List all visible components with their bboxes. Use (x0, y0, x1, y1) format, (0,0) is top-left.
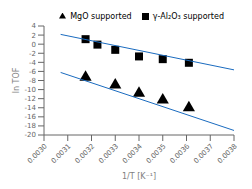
html-text:γ-Al₂O₃ supported: γ-Al₂O₃ supported (152, 12, 224, 21)
svg-text:-16: -16 (25, 113, 37, 121)
svg-text:0.0037: 0.0037 (192, 142, 215, 165)
svg-text:-20: -20 (25, 131, 36, 139)
svg-text:-12: -12 (25, 95, 36, 103)
svg-text:4: 4 (32, 22, 37, 30)
svg-text:0.0036: 0.0036 (168, 142, 191, 165)
svg-text:0.0030: 0.0030 (26, 142, 49, 165)
html-text:MgO supported: MgO supported (70, 12, 132, 21)
svg-text:-18: -18 (25, 122, 36, 130)
svg-text:0.0033: 0.0033 (97, 142, 120, 165)
svg-text:-10: -10 (25, 86, 36, 94)
svg-text:2: 2 (32, 32, 36, 40)
svg-text:-14: -14 (25, 104, 37, 112)
svg-text:0.0038: 0.0038 (216, 142, 239, 165)
svg-text:0: 0 (32, 41, 36, 49)
svg-text:ln TOF: ln TOF (12, 67, 21, 93)
svg-text:0.0034: 0.0034 (121, 142, 144, 165)
svg-text:-8: -8 (29, 77, 36, 85)
svg-text:-4: -4 (29, 59, 37, 67)
svg-text:1/T [K⁻¹]: 1/T [K⁻¹] (122, 172, 156, 181)
svg-text:-2: -2 (29, 50, 36, 58)
svg-text:0.0035: 0.0035 (145, 142, 168, 165)
svg-text:0.0032: 0.0032 (73, 142, 96, 165)
svg-text:0.0031: 0.0031 (50, 142, 73, 165)
svg-text:-6: -6 (29, 68, 37, 76)
